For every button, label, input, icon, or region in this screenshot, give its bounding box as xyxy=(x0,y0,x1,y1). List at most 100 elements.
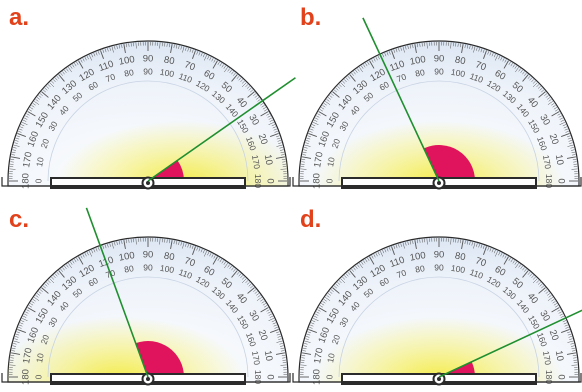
outer-scale-number: 100 xyxy=(118,54,136,68)
inner-scale-number: 100 xyxy=(159,263,175,275)
inner-scale-number: 60 xyxy=(87,79,100,93)
inner-scale-number: 60 xyxy=(378,275,391,289)
tick-marks xyxy=(300,238,578,378)
outer-scale-number: 70 xyxy=(183,255,197,269)
inner-scale-number: 160 xyxy=(535,331,549,348)
outer-scale-number: 110 xyxy=(388,255,406,271)
outer-scale-number: 90 xyxy=(143,54,154,65)
outer-scale-number: 170 xyxy=(312,151,326,169)
panel-label: b. xyxy=(300,4,322,31)
outer-scale-number: 110 xyxy=(388,59,406,75)
inner-scale-number: 30 xyxy=(46,119,60,132)
angle-ray xyxy=(438,309,582,378)
vertex-dot xyxy=(437,181,441,185)
outer-scale-number: 60 xyxy=(493,264,508,279)
angle-ray xyxy=(147,77,296,182)
inner-scale-number: 180 xyxy=(544,174,554,188)
inner-scale-number: 0 xyxy=(33,374,43,379)
outer-scale-number: 100 xyxy=(409,54,427,68)
inner-scale-number: 110 xyxy=(468,71,484,85)
outer-scale-number: 70 xyxy=(474,255,488,269)
inner-arc xyxy=(47,276,249,378)
outer-scale-number: 20 xyxy=(256,132,270,146)
inner-arc xyxy=(338,276,540,378)
panel-label: a. xyxy=(9,4,30,31)
protractor: 0180101702016030150401405013060120701108… xyxy=(1,207,291,386)
inner-scale-number: 110 xyxy=(177,267,193,281)
outer-scale-number: 180 xyxy=(312,173,323,189)
inner-scale-number: 20 xyxy=(39,137,52,150)
inner-scale-number: 90 xyxy=(143,262,153,272)
angle-ray xyxy=(362,17,440,182)
inner-scale-number: 180 xyxy=(253,370,263,384)
outer-scale-number: 160 xyxy=(316,130,332,149)
vertex-dot xyxy=(437,377,441,381)
outer-scale-number: 100 xyxy=(409,250,427,264)
inner-scale-number: 90 xyxy=(143,66,153,76)
inner-scale-number: 90 xyxy=(434,66,444,76)
outer-scale-number: 80 xyxy=(163,251,175,264)
inner-scale-number: 20 xyxy=(330,137,343,150)
outer-scale-number: 30 xyxy=(246,113,261,128)
inner-scale-number: 90 xyxy=(434,262,444,272)
inner-scale-number: 20 xyxy=(330,333,343,346)
outer-scale-number: 10 xyxy=(553,154,566,166)
outer-scale-number: 60 xyxy=(493,68,508,83)
vertex-dot xyxy=(146,181,150,185)
outer-scale-number: 30 xyxy=(246,309,261,324)
inner-scale-number: 180 xyxy=(253,174,263,188)
panel-label: c. xyxy=(9,206,30,233)
inner-scale-number: 0 xyxy=(33,178,43,183)
inner-scale-number: 70 xyxy=(104,71,117,84)
outer-scale-number: 60 xyxy=(202,264,217,279)
angle-sector xyxy=(423,145,475,181)
inner-scale-number: 100 xyxy=(450,67,466,79)
outer-scale-number: 90 xyxy=(434,250,445,261)
inner-scale-number: 70 xyxy=(395,71,408,84)
outer-scale-number: 170 xyxy=(312,347,326,365)
outer-scale-number: 0 xyxy=(555,374,566,379)
protractor-glow xyxy=(299,41,579,186)
outer-scale-number: 90 xyxy=(143,250,154,261)
angle-ray xyxy=(85,207,149,378)
outer-scale-number: 30 xyxy=(537,113,552,128)
inner-scale-number: 30 xyxy=(337,119,351,132)
inner-scale-number: 80 xyxy=(123,263,134,275)
inner-scale-number: 80 xyxy=(414,263,425,275)
inner-scale-number: 30 xyxy=(337,315,351,328)
inner-scale-number: 30 xyxy=(46,315,60,328)
outer-scale-number: 0 xyxy=(555,178,566,183)
inner-scale-number: 160 xyxy=(244,331,258,348)
inner-scale-number: 170 xyxy=(541,350,553,366)
inner-scale-number: 10 xyxy=(34,352,46,363)
inner-scale-number: 100 xyxy=(450,263,466,275)
tick-marks xyxy=(300,42,578,182)
inner-scale-number: 80 xyxy=(123,67,134,79)
inner-scale-number: 10 xyxy=(325,156,337,167)
tick-marks xyxy=(9,42,287,182)
outer-scale-number: 90 xyxy=(434,54,445,65)
outer-scale-number: 110 xyxy=(97,59,115,75)
protractor-glow xyxy=(8,41,288,186)
outer-scale-number: 0 xyxy=(264,374,275,379)
protractor: 0180101702016030150401405013060120701108… xyxy=(292,17,582,190)
outer-scale-number: 10 xyxy=(262,154,275,166)
panel-a: a. 0 180 10 170 20 160 30 150 40 140 50 130 60 120 70 1… xyxy=(0,0,296,196)
protractor: 0180101702016030150401405013060120701108… xyxy=(292,236,582,386)
panel-c: c. 0 180 10 170 20 160 30 150 40 140 50 130 60 120 70 1… xyxy=(0,196,291,392)
outer-scale-number: 10 xyxy=(262,350,275,362)
panel-label: d. xyxy=(300,206,322,233)
inner-scale-number: 10 xyxy=(325,352,337,363)
inner-scale-number: 110 xyxy=(177,71,193,85)
inner-scale-number: 160 xyxy=(244,135,258,152)
inner-scale-number: 110 xyxy=(468,267,484,281)
angle-sector xyxy=(135,341,184,377)
outer-scale-number: 20 xyxy=(256,328,270,342)
inner-scale-number: 160 xyxy=(535,135,549,152)
outer-scale-number: 70 xyxy=(183,59,197,73)
inner-scale-number: 170 xyxy=(250,154,262,170)
outer-scale-number: 80 xyxy=(454,55,466,68)
outer-scale-number: 20 xyxy=(547,328,561,342)
outer-scale-number: 170 xyxy=(21,151,35,169)
outer-scale-number: 160 xyxy=(25,326,41,345)
